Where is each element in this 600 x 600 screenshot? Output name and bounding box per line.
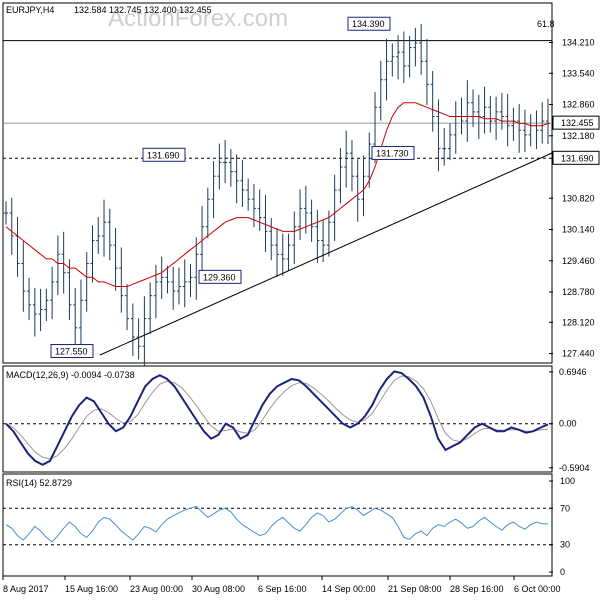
level-tag: 131.690	[561, 153, 594, 163]
last-price-tag: 132.455	[561, 118, 594, 128]
macd-signal-line	[5, 375, 549, 460]
rsi-tick-label: 100	[560, 476, 575, 486]
rsi-axis: 100 70 30 0	[549, 476, 575, 577]
macd-content	[3, 370, 552, 466]
rsi-tick-label: 30	[560, 540, 570, 550]
time-tick-label: 28 Sep 16:00	[450, 584, 504, 594]
macd-axis: 0.6946 0.00 -0.5904	[549, 367, 590, 473]
rsi-plot-frame	[2, 473, 553, 577]
ohlc-label: 132.584 132.745 132.400 132.455	[74, 5, 212, 15]
macd-panel: MACD(12,26,9) -0.0094 -0.0738 0.6946 0.00…	[2, 365, 590, 473]
moving-average-line	[5, 102, 549, 287]
price-tick-label: 133.540	[562, 68, 595, 78]
annotation-label: 131.730	[376, 148, 409, 158]
annotation-label: 131.690	[147, 150, 180, 160]
annotation-label: 134.390	[352, 19, 385, 29]
annotation-label: 127.550	[55, 347, 88, 357]
fib-label: 61.8	[537, 19, 555, 29]
annotation-box	[50, 344, 94, 359]
rsi-tick-label: 0	[560, 567, 565, 577]
price-tick-label: 132.180	[562, 131, 595, 141]
time-tick-label: 14 Sep 00:00	[322, 584, 376, 594]
rsi-label: RSI(14) 52.8729	[6, 478, 72, 488]
price-tick-label: 134.210	[562, 38, 595, 48]
time-tick-label: 15 Aug 16:00	[65, 584, 118, 594]
price-tick-label: 132.860	[562, 100, 595, 110]
price-tick-label: 127.440	[562, 349, 595, 359]
watermark: ActionForex.com	[108, 5, 288, 32]
price-panel: ActionForex.com EURJPY,H4 132.584 132.74…	[2, 2, 600, 367]
annotation-box	[198, 269, 242, 284]
time-tick-label: 23 Aug 00:00	[130, 584, 183, 594]
last-price-tag-box	[552, 115, 600, 130]
rsi-panel: RSI(14) 52.8729 100 70 30 0	[2, 473, 575, 577]
rsi-line	[5, 505, 549, 543]
annotation-box	[347, 16, 391, 31]
price-tick-label: 128.120	[562, 317, 595, 327]
macd-tick-label: 0.6946	[559, 367, 587, 377]
level-tag-box	[552, 150, 600, 165]
time-tick-label: 21 Sep 08:00	[388, 584, 442, 594]
price-tick-label: 130.820	[562, 193, 595, 203]
annotation-box	[142, 147, 186, 162]
macd-label: MACD(12,26,9) -0.0094 -0.0738	[6, 370, 135, 380]
price-bars	[4, 24, 550, 367]
time-tick-label: 30 Aug 08:00	[192, 584, 245, 594]
rsi-content	[3, 505, 552, 546]
time-tick-label: 8 Aug 2017	[3, 584, 49, 594]
time-axis: 8 Aug 2017 15 Aug 16:00 23 Aug 00:00 30 Aug…	[2, 576, 561, 594]
macd-tick-label: -0.5904	[559, 463, 590, 473]
price-grid	[3, 40, 552, 159]
annotation-box	[371, 145, 415, 160]
price-axis: 134.210 133.540 132.860 132.455 132.180 131.6…	[549, 38, 600, 359]
time-tick-label: 6 Sep 16:00	[258, 584, 307, 594]
price-tick-label: 128.780	[562, 287, 595, 297]
macd-tick-label: 0.00	[559, 419, 577, 429]
annotation-label: 129.360	[203, 272, 236, 282]
price-tick-label: 130.140	[562, 225, 595, 235]
price-plot-frame	[2, 2, 553, 364]
rsi-tick-label: 70	[560, 503, 570, 513]
price-tick-label: 129.460	[562, 256, 595, 266]
macd-plot-frame	[2, 365, 553, 473]
price-annotations: 134.390 131.690 131.730 129.360 127.550	[50, 16, 415, 359]
macd-line	[5, 370, 549, 466]
trend-line	[99, 152, 553, 356]
time-tick-label: 6 Oct 00:00	[514, 584, 561, 594]
instrument-label: EURJPY,H4	[6, 5, 54, 15]
